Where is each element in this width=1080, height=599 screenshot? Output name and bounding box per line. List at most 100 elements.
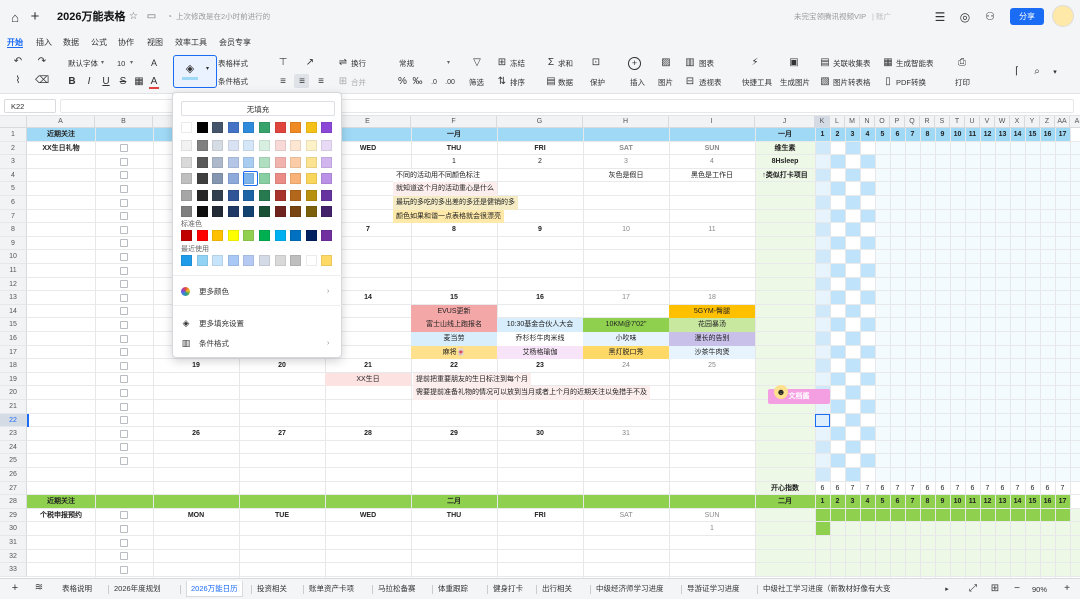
theme-color-swatch[interactable] — [321, 206, 333, 217]
column-header[interactable]: O — [875, 116, 890, 128]
tracker-cell[interactable] — [845, 386, 860, 400]
tracker-cell[interactable] — [875, 332, 890, 346]
tracker-cell[interactable] — [1055, 196, 1070, 210]
tracker-cell[interactable] — [1055, 291, 1070, 305]
row-header[interactable]: 29 — [0, 508, 27, 523]
tracker-cell[interactable] — [890, 440, 905, 455]
tracker-cell[interactable] — [935, 359, 950, 373]
tracker-cell[interactable] — [890, 209, 905, 224]
tracker-cell-feb[interactable] — [875, 522, 890, 536]
tracker-cell[interactable] — [965, 182, 980, 196]
tracker-cell[interactable] — [1040, 359, 1055, 373]
tracker-cell[interactable] — [1040, 141, 1055, 156]
checkbox[interactable] — [120, 334, 128, 343]
recent-color-swatch[interactable] — [196, 255, 208, 266]
tracker-cell[interactable] — [950, 196, 965, 210]
underline-icon[interactable]: U — [102, 76, 110, 87]
tracker-cell[interactable] — [1040, 468, 1055, 482]
sheet-tab[interactable]: 中级经济师学习进度 — [596, 584, 664, 593]
tracker-cell[interactable] — [1040, 236, 1055, 251]
tracker-cell[interactable] — [980, 182, 995, 196]
menu-insert[interactable]: 插入 — [36, 38, 52, 47]
tracker-cell-feb[interactable] — [890, 508, 905, 523]
tracker-cell[interactable] — [920, 141, 935, 156]
tracker-cell-feb[interactable] — [980, 508, 995, 523]
tracker-cell[interactable] — [950, 236, 965, 251]
theme-color-swatch[interactable] — [196, 173, 208, 184]
tracker-cell[interactable] — [995, 468, 1010, 482]
theme-color-swatch[interactable] — [305, 206, 317, 217]
fullscreen-icon[interactable]: ⤢ — [969, 583, 977, 594]
tracker-cell[interactable] — [995, 223, 1010, 237]
cell-j2[interactable]: 维生素 — [774, 144, 796, 152]
tracker-cell-feb[interactable] — [815, 522, 830, 536]
tracker-cell[interactable] — [1010, 318, 1025, 332]
checkbox[interactable] — [120, 266, 128, 275]
tracker-cell[interactable] — [830, 318, 845, 332]
cell-i16[interactable]: 漫长的告别 — [669, 332, 755, 346]
tracker-cell[interactable] — [965, 223, 980, 237]
tracker-cell-feb[interactable] — [1025, 522, 1040, 536]
row-header[interactable]: 13 — [0, 291, 27, 305]
tracker-cell[interactable] — [875, 291, 890, 305]
tracker-cell[interactable] — [875, 427, 890, 441]
tracker-cell[interactable] — [1040, 400, 1055, 414]
tracker-cell[interactable] — [1025, 332, 1040, 346]
tracker-cell[interactable] — [890, 318, 905, 332]
cell-g17[interactable]: 艾杨格瑜伽 — [497, 345, 583, 360]
tracker-cell[interactable] — [950, 168, 965, 183]
tracker-cell[interactable] — [935, 182, 950, 196]
theme-color-swatch[interactable] — [290, 173, 302, 184]
column-header[interactable]: N — [860, 116, 875, 128]
theme-color-swatch[interactable] — [227, 122, 239, 133]
tracker-cell[interactable] — [1010, 291, 1025, 305]
cell-j3[interactable]: 8Hsleep — [771, 158, 799, 166]
tracker-cell[interactable] — [845, 223, 860, 237]
recent-color-swatch[interactable] — [259, 255, 270, 266]
tracker-cell[interactable] — [995, 155, 1010, 169]
tracker-cell[interactable] — [950, 318, 965, 332]
checkbox[interactable] — [120, 552, 128, 561]
tracker-cell[interactable] — [905, 277, 920, 292]
sheet-tab[interactable]: 表格说明 — [62, 584, 92, 593]
tracker-cell-feb[interactable] — [920, 522, 935, 536]
checkbox[interactable] — [120, 144, 128, 153]
font-color-icon[interactable]: A — [150, 76, 158, 87]
print-icon[interactable]: ⎙ — [958, 57, 966, 68]
cell-g3[interactable]: 2 — [538, 158, 542, 166]
tracker-cell-feb[interactable] — [965, 508, 980, 523]
tracker-cell[interactable] — [965, 155, 980, 169]
pdf-icon[interactable]: ▯ — [885, 76, 891, 87]
cell-f4[interactable]: 不同的活动用不同颜色标注 — [393, 168, 483, 183]
tracker-cell[interactable] — [1010, 155, 1025, 169]
cell-g2[interactable]: FRI — [534, 144, 546, 152]
theme-color-swatch[interactable] — [274, 189, 286, 201]
tracker-cell[interactable] — [935, 468, 950, 482]
cell-f5[interactable]: 就知道这个月的活动重心是什么 — [393, 182, 497, 196]
chart-button[interactable]: 图表 — [699, 59, 714, 68]
tracker-cell[interactable] — [1055, 236, 1070, 251]
theme-color-swatch[interactable] — [305, 156, 317, 168]
cell-i13[interactable]: 18 — [708, 294, 716, 302]
tracker-cell[interactable] — [980, 304, 995, 319]
tracker-cell[interactable] — [1010, 209, 1025, 224]
theme-color-swatch[interactable] — [227, 206, 239, 217]
tracker-cell[interactable] — [920, 359, 935, 373]
theme-color-swatch[interactable] — [290, 189, 302, 201]
row-header[interactable]: 14 — [0, 304, 27, 319]
tracker-cell[interactable] — [950, 250, 965, 264]
gen-image-icon[interactable]: ▣ — [789, 57, 799, 68]
cell-f14[interactable]: EVUS更新 — [411, 304, 497, 319]
cell-f3[interactable]: 1 — [452, 158, 456, 166]
vip-extra[interactable]: | 账广 — [872, 12, 892, 21]
tracker-cell[interactable] — [1055, 141, 1070, 156]
tracker-cell[interactable] — [845, 304, 860, 319]
sheet-tab[interactable]: 中级社工学习进度（新教材好像有大变 — [763, 584, 891, 593]
tracker-cell[interactable] — [935, 264, 950, 278]
column-header[interactable]: A — [27, 116, 95, 128]
cell-h23[interactable]: 31 — [622, 430, 630, 438]
tracker-cell[interactable] — [935, 250, 950, 264]
tracker-cell[interactable] — [845, 440, 860, 455]
cell-e2[interactable]: WED — [359, 144, 377, 152]
protect-button[interactable]: 保护 — [590, 78, 605, 87]
